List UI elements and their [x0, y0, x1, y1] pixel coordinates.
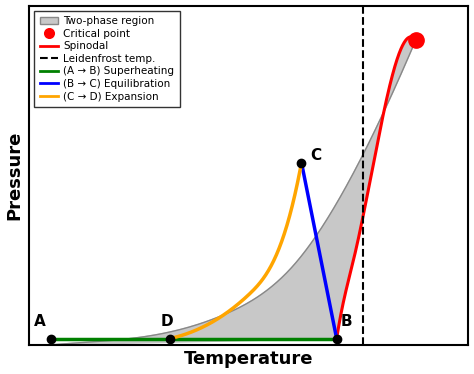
Polygon shape	[51, 37, 416, 345]
Text: B: B	[341, 314, 353, 329]
Text: D: D	[161, 314, 173, 329]
Text: A: A	[34, 314, 45, 329]
Text: C: C	[310, 147, 321, 163]
Y-axis label: Pressure: Pressure	[6, 131, 24, 220]
Legend: Two-phase region, Critical point, Spinodal, Leidenfrost temp., (A → B) Superheat: Two-phase region, Critical point, Spinod…	[34, 11, 180, 107]
X-axis label: Temperature: Temperature	[184, 350, 313, 368]
